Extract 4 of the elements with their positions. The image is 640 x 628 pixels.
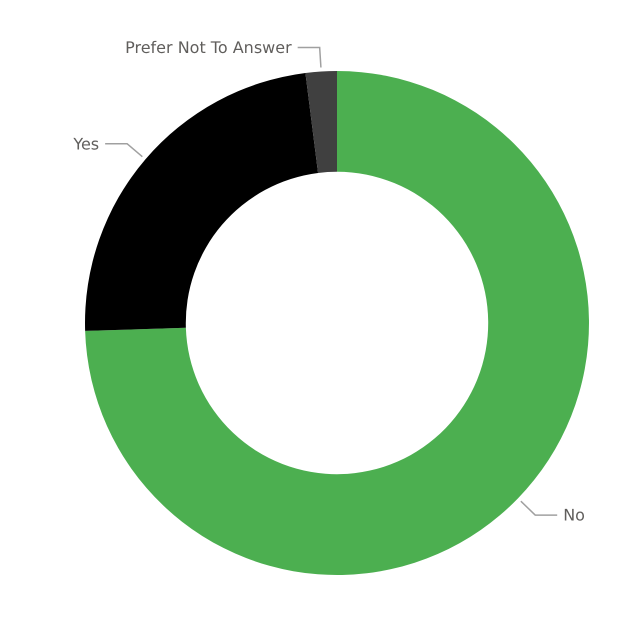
- slice-label: No: [563, 506, 585, 525]
- donut-slice: [305, 71, 337, 173]
- slice-label: Prefer Not To Answer: [125, 38, 292, 58]
- slice-label: Yes: [72, 134, 100, 154]
